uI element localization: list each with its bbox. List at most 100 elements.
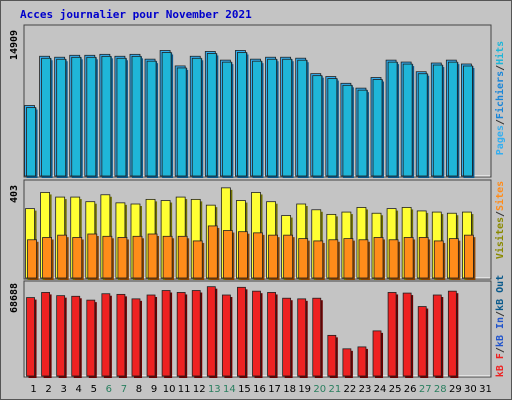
kbin-bar	[387, 292, 397, 377]
pages-bar	[146, 60, 157, 177]
kbin-bar	[131, 298, 141, 377]
x-tick-label: 24	[374, 384, 387, 395]
x-tick-label: 16	[253, 384, 266, 395]
kbin-bar	[71, 295, 81, 377]
pages-bar	[282, 58, 293, 177]
sites-bar	[87, 233, 98, 279]
y-max-label-2: 403	[9, 185, 20, 203]
sites-bar	[132, 235, 143, 279]
legend-mid: Visites/Sites	[494, 181, 506, 259]
pages-bar	[342, 84, 353, 177]
sites-bar	[177, 235, 188, 279]
pages-bar	[252, 60, 262, 177]
kbin-bar	[191, 290, 201, 377]
pages-bar	[176, 67, 187, 177]
kbin-bar	[146, 294, 156, 377]
legend-bot-item: kB F	[495, 353, 506, 377]
pages-bar	[447, 61, 458, 177]
sites-bar	[464, 234, 474, 279]
legend-bot: kB F/kB In/kB Out	[495, 275, 506, 377]
pages-bar	[56, 58, 67, 177]
x-tick-label: 28	[434, 384, 447, 395]
x-tick-label: 26	[404, 384, 417, 395]
sites-bar	[283, 234, 294, 279]
kbin-bar	[41, 292, 50, 377]
x-tick-label: 18	[283, 384, 296, 395]
kbin-bar	[417, 306, 427, 377]
sites-bar	[42, 237, 52, 279]
x-labels-layer: 1 2 3 4 5 6 7 8 9 10 11 12 13 14 15 16 17 18 19 20 21 22 23 24 2…	[30, 384, 491, 395]
x-tick-label: 20	[313, 384, 326, 395]
kbin-bar	[206, 286, 216, 377]
x-tick-label: 10	[163, 384, 176, 395]
x-tick-label: 2	[45, 384, 51, 395]
kbin-bar	[357, 346, 367, 377]
legend-top-item: Fichiers	[494, 71, 506, 119]
pages-bar	[116, 57, 127, 177]
pages-bar	[221, 61, 232, 177]
kbin-bar	[432, 294, 442, 377]
sites-bar	[403, 237, 414, 279]
legend-mid-item: Visites	[494, 217, 506, 259]
sites-bar	[328, 239, 339, 279]
x-tick-label: 6	[106, 384, 112, 395]
sites-bar	[253, 232, 263, 279]
kbin-bar	[252, 290, 261, 377]
sites-bar	[358, 239, 369, 279]
legend-mid-item: /	[495, 211, 506, 217]
sites-bar	[373, 237, 384, 279]
pages-bar	[372, 79, 383, 177]
kbin-bar	[342, 348, 352, 377]
sites-bar	[222, 230, 233, 279]
x-tick-label: 22	[344, 384, 357, 395]
kbin-bar	[312, 297, 322, 377]
sites-bar	[313, 240, 324, 279]
sites-bar	[343, 238, 354, 279]
legend-bot-item: /	[495, 311, 506, 317]
legend-top-item: Hits	[494, 41, 506, 65]
x-tick-label: 8	[136, 384, 142, 395]
sites-bar	[162, 235, 173, 279]
x-tick-label: 4	[76, 384, 82, 395]
pages-bar	[357, 89, 368, 177]
x-tick-label: 9	[151, 384, 157, 395]
pages-bar	[206, 53, 217, 177]
pages-bar	[26, 107, 36, 177]
kbin-bar	[26, 297, 35, 377]
kbin-bar	[447, 290, 457, 377]
legend-top-item: Pages	[495, 125, 506, 155]
x-tick-label: 14	[223, 384, 236, 395]
bars-layer	[24, 50, 476, 378]
legend-bot-item: kB Out	[495, 275, 506, 311]
sites-bar	[192, 240, 203, 279]
x-tick-label: 12	[193, 384, 206, 395]
x-tick-label: 21	[328, 384, 341, 395]
kbin-bar	[176, 292, 186, 377]
sites-bar	[238, 231, 248, 279]
pages-bar	[463, 65, 473, 177]
sites-bar	[418, 237, 429, 279]
kbin-bar	[56, 295, 66, 377]
kbin-bar	[297, 298, 307, 377]
pages-bar	[312, 75, 323, 177]
pages-bar	[191, 57, 202, 177]
kbin-bar	[267, 292, 276, 377]
y-max-label-1: 14909	[9, 30, 20, 60]
sites-bar	[448, 238, 459, 279]
x-tick-label: 29	[449, 384, 462, 395]
sites-bar	[117, 237, 128, 279]
x-tick-label: 7	[121, 384, 127, 395]
kbin-bar	[402, 292, 412, 377]
pages-bar	[327, 78, 338, 177]
kbin-bar	[327, 334, 337, 377]
x-tick-label: 23	[359, 384, 372, 395]
sites-bar	[433, 240, 444, 279]
x-tick-label: 30	[464, 384, 477, 395]
pages-bar	[131, 55, 142, 177]
sites-bar	[57, 234, 68, 279]
y-labels-layer: 14909 403 68688	[9, 30, 20, 313]
sites-bar	[27, 239, 37, 279]
legend-bot-item: kB In	[495, 317, 506, 347]
